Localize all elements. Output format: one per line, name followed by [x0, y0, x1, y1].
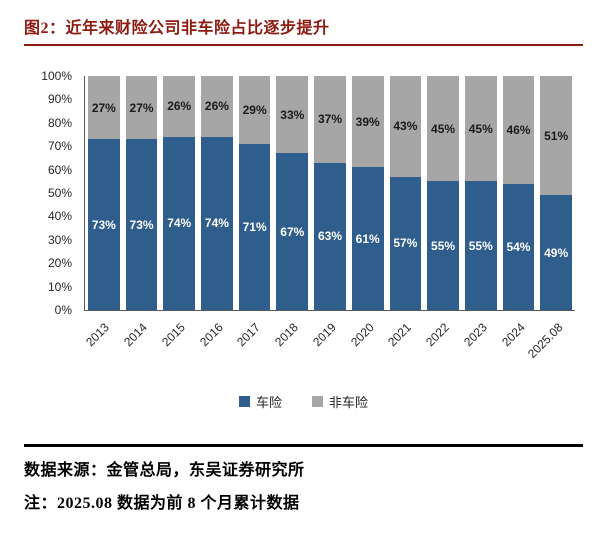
x-axis-label: 2019 [309, 320, 339, 350]
bar-segment-车险 [502, 183, 535, 310]
bar-segment-车险 [163, 136, 196, 310]
bar-segment-非车险 [351, 76, 384, 168]
bar-segment-车险 [427, 181, 459, 310]
x-axis-label: 2017 [234, 320, 264, 350]
x-axis-label: 2022 [423, 320, 453, 350]
bar-2018: 67% 33% [276, 76, 309, 310]
bar-segment-非车险 [314, 76, 346, 163]
y-axis-tick-label: 90% [47, 92, 72, 107]
bar-segment-车险 [464, 181, 497, 310]
bar-segment-非车险 [502, 76, 535, 184]
x-axis-label: 2024 [498, 320, 528, 350]
x-axis-label: 2014 [121, 320, 150, 350]
x-axis-label: 2025.08 [524, 320, 566, 361]
x-axis: 2013 2014 2015 2016 2017 2018 2019 2020 2021 2022… [83, 316, 575, 376]
note-text: 注：2025.08 数据为前 8 个月累计数据 [24, 495, 300, 512]
bar-segment-车险 [389, 176, 422, 310]
x-axis-label: 2021 [385, 320, 415, 350]
bar-2014: 73% 27% [125, 76, 158, 310]
bar-segment-非车险 [427, 76, 459, 182]
bar-segment-非车险 [540, 76, 572, 196]
bar-2020: 61% 39% [351, 76, 384, 310]
bar-segment-非车险 [464, 76, 497, 182]
figure-footer: 数据来源：金管总局，东吴证券研究所 注：2025.08 数据为前 8 个月累计数… [24, 456, 583, 513]
legend-swatch [312, 396, 323, 407]
y-axis: 0% 10% 20% 30% 40% 50% 60% 70% 80% 90% 100% [24, 70, 78, 316]
data-source-text: 数据来源：金管总局，东吴证券研究所 [24, 462, 305, 479]
bar-segment-非车险 [163, 76, 196, 137]
bar-segment-非车险 [201, 76, 233, 137]
y-axis-tick-label: 80% [47, 115, 72, 130]
bar-2021: 57% 43% [389, 76, 422, 310]
bar-2025.08: 49% 51% [540, 76, 572, 310]
bar-2016: 74% 26% [201, 76, 233, 310]
y-axis-tick-label: 30% [47, 232, 72, 247]
bar-2015: 74% 26% [163, 76, 196, 310]
bar-2022: 55% 45% [427, 76, 459, 310]
y-axis-tick-label: 0% [54, 303, 72, 317]
x-axis-label: 2023 [460, 320, 490, 350]
figure-title: 图2：近年来财险公司非车险占比逐步提升 [24, 20, 330, 37]
footer-divider [24, 444, 583, 447]
y-axis-tick-label: 60% [47, 162, 72, 177]
y-axis-tick-label: 50% [47, 186, 72, 200]
x-axis-label: 2013 [83, 320, 113, 350]
bar-2024: 54% 46% [502, 76, 535, 310]
bar-segment-车险 [201, 136, 233, 310]
y-axis-tick-label: 20% [47, 256, 72, 271]
y-axis-tick-label: 100% [41, 69, 72, 83]
x-axis-label: 2020 [347, 320, 377, 350]
bar-segment-非车险 [238, 76, 271, 144]
bar-segment-车险 [276, 153, 309, 310]
title-underline [24, 44, 583, 46]
bar-segment-车险 [314, 162, 346, 310]
x-axis-label: 2016 [196, 320, 226, 350]
bar-segment-车险 [88, 139, 120, 310]
bar-segment-非车险 [276, 76, 309, 154]
legend-swatch [238, 396, 250, 407]
y-axis-tick-label: 70% [47, 139, 72, 154]
stacked-bar-chart: 0% 10% 20% 30% 40% 50% 60% 70% 80% 90% 100% 73% 27%… [24, 70, 583, 434]
legend-item-非车险: 非车险 [312, 392, 368, 411]
bar-segment-车险 [540, 195, 572, 310]
x-axis-label: 2015 [158, 320, 188, 350]
bar-segment-车险 [238, 143, 271, 310]
bar-segment-车险 [125, 139, 158, 310]
y-axis-tick-label: 40% [47, 209, 72, 224]
bar-2013: 73% 27% [88, 76, 120, 310]
bar-segment-非车险 [389, 76, 422, 177]
chart-legend: 车险 非车险 [24, 392, 583, 411]
bar-segment-车险 [351, 167, 384, 310]
bar-2017: 71% 29% [238, 76, 271, 310]
legend-item-车险: 车险 [238, 392, 282, 411]
legend-label: 车险 [255, 395, 282, 410]
bar-2019: 63% 37% [314, 76, 346, 310]
legend-label: 非车险 [329, 395, 369, 410]
plot-area: 73% 27% 73% 27% 74% 26% 74% 26% 71% 29% 67% 33% 63% 3… [84, 76, 575, 311]
y-axis-tick-label: 10% [47, 279, 72, 294]
x-axis-label: 2018 [272, 320, 301, 350]
bar-segment-非车险 [125, 76, 158, 140]
bar-segment-非车险 [88, 76, 120, 140]
bar-2023: 55% 45% [464, 76, 497, 310]
